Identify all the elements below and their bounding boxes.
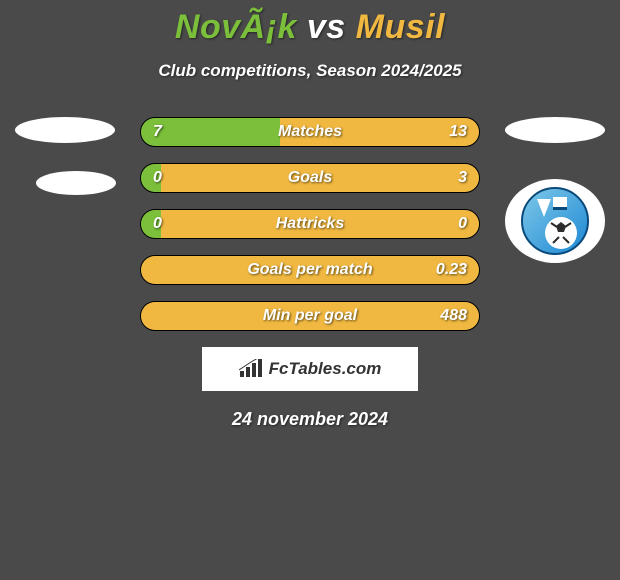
subtitle: Club competitions, Season 2024/2025 xyxy=(0,61,620,81)
snapshot-date: 24 november 2024 xyxy=(0,409,620,430)
stat-bar-left xyxy=(141,210,161,238)
right-badge-placeholder-1 xyxy=(505,117,605,143)
right-team-badges xyxy=(500,117,610,263)
stat-bar-right xyxy=(161,164,479,192)
comparison-card: NovÃ¡k vs Musil Club competitions, Seaso… xyxy=(0,0,620,430)
stat-row: 0 Hattricks 0 xyxy=(140,209,480,239)
stat-row: 0 Goals 3 xyxy=(140,163,480,193)
club-badge-icon xyxy=(523,189,589,255)
stat-bar xyxy=(141,164,479,192)
club-badge-inner xyxy=(521,187,589,255)
stat-bar-right xyxy=(141,302,479,330)
left-badge-placeholder-1 xyxy=(15,117,115,143)
stat-bar xyxy=(141,118,479,146)
left-badge-placeholder-2 xyxy=(36,171,116,195)
stat-row: 7 Matches 13 xyxy=(140,117,480,147)
stat-row: Goals per match 0.23 xyxy=(140,255,480,285)
stat-bar-right xyxy=(141,256,479,284)
vs-separator: vs xyxy=(297,8,356,46)
stat-bar-left xyxy=(141,118,280,146)
stat-bar xyxy=(141,210,479,238)
stat-bar-left xyxy=(141,164,161,192)
branding-badge: FcTables.com xyxy=(202,347,418,391)
player1-name: NovÃ¡k xyxy=(175,8,297,46)
club-badge xyxy=(505,179,605,263)
stat-bar xyxy=(141,302,479,330)
left-team-badges xyxy=(10,117,120,195)
stat-rows: 7 Matches 13 0 Goals 3 0 Hattricks xyxy=(140,117,480,331)
stat-row: Min per goal 488 xyxy=(140,301,480,331)
page-title: NovÃ¡k vs Musil xyxy=(0,0,620,47)
stats-area: 7 Matches 13 0 Goals 3 0 Hattricks xyxy=(0,117,620,331)
branding-text: FcTables.com xyxy=(269,359,382,379)
player2-name: Musil xyxy=(356,8,445,46)
stat-bar-right xyxy=(161,210,479,238)
stat-bar xyxy=(141,256,479,284)
bar-chart-icon xyxy=(239,359,263,379)
stat-bar-right xyxy=(280,118,479,146)
